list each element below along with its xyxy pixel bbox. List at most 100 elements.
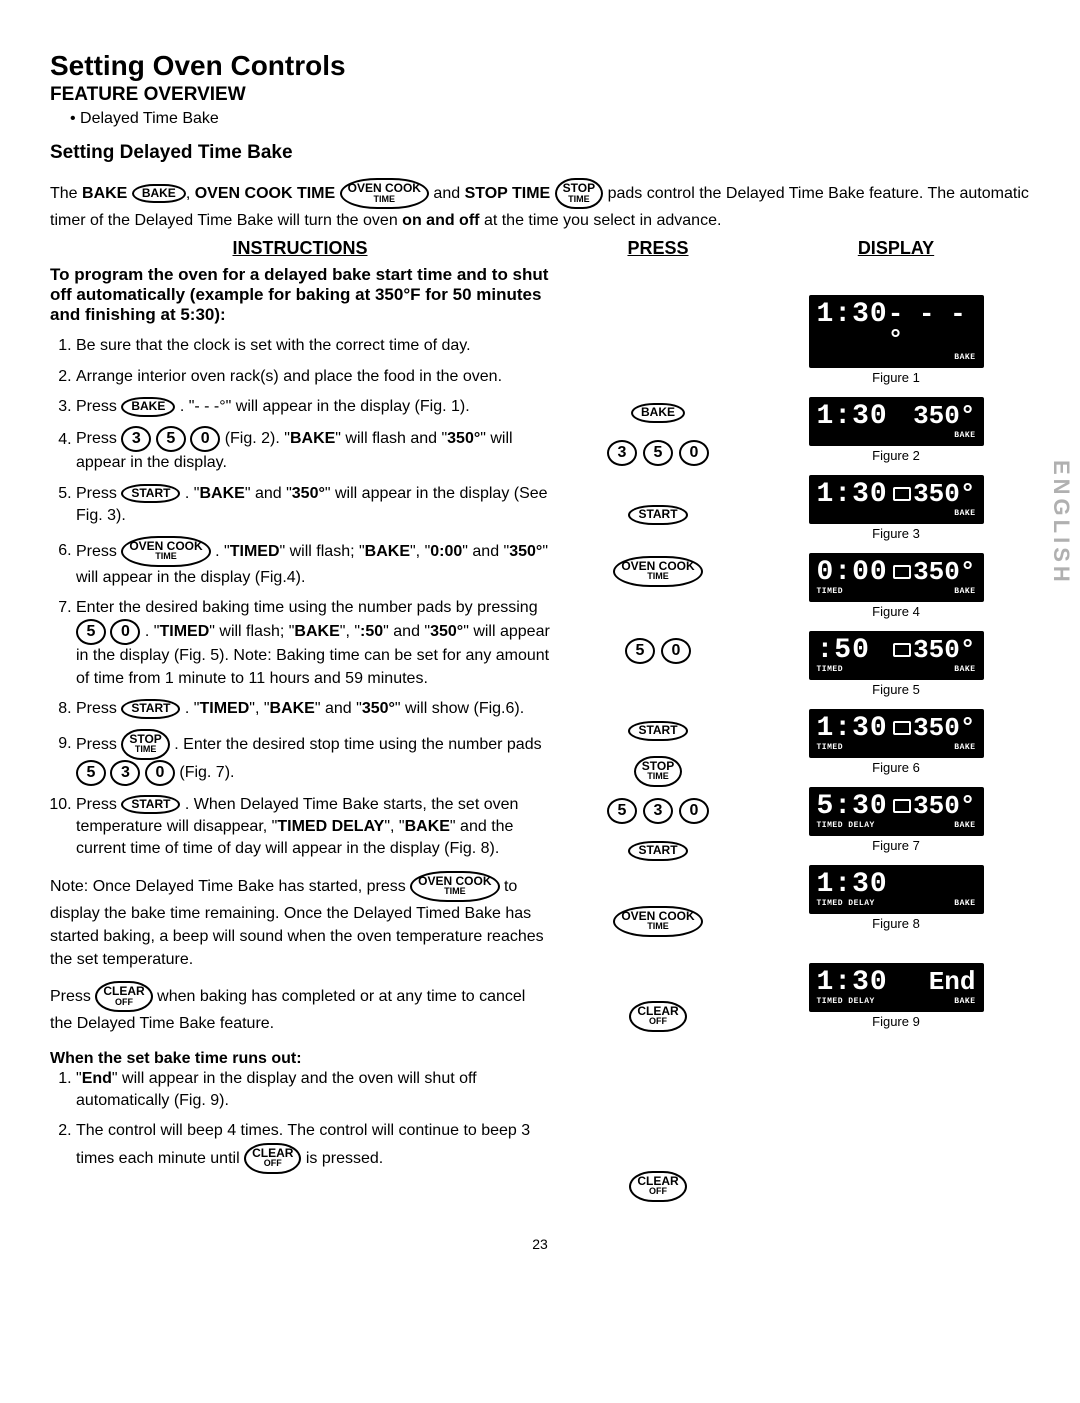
t: Press <box>76 700 121 717</box>
press-header: PRESS <box>627 238 688 259</box>
figure-7-label: Figure 7 <box>872 838 920 853</box>
t: , <box>186 185 195 202</box>
t: Press <box>50 988 95 1005</box>
t: " will flash; " <box>209 624 294 641</box>
t: " will flash; " <box>280 542 365 559</box>
t: 0:00 <box>430 542 462 559</box>
stop-time-pad-icon: STOPTIME <box>121 729 169 760</box>
t: 350° <box>913 791 975 821</box>
press-clear: CLEAROFF <box>629 996 686 1036</box>
t: 350° <box>913 635 975 665</box>
oven-cook-time-pad-icon: OVEN COOKTIME <box>613 906 702 937</box>
figure-1-label: Figure 1 <box>872 370 920 385</box>
step-7: Enter the desired baking time using the … <box>76 597 550 690</box>
t: ", " <box>384 818 404 835</box>
oven-cook-time-pad-icon: OVEN COOKTIME <box>121 536 210 567</box>
bake-pad-icon: BAKE <box>631 403 685 423</box>
press-start: START <box>628 495 687 535</box>
press-clear-2: CLEAROFF <box>629 1166 686 1206</box>
step-9: Press STOPTIME . Enter the desired stop … <box>76 729 550 786</box>
instructions-column: INSTRUCTIONS To program the oven for a d… <box>50 238 550 1182</box>
press-start-3: START <box>628 831 687 871</box>
side-english-label: ENGLISH <box>1048 460 1074 586</box>
t: BAKE <box>954 899 975 908</box>
t: TIME <box>621 922 694 931</box>
t: Press <box>76 735 121 752</box>
t: BAKE <box>954 743 975 752</box>
figure-9-label: Figure 9 <box>872 1014 920 1029</box>
t: 0:00 <box>817 559 888 587</box>
t: " and " <box>315 700 362 717</box>
step-2: Arrange interior oven rack(s) and place … <box>76 366 550 388</box>
display-figure-2: 1:30350° BAKE <box>809 397 984 446</box>
t: BAKE <box>954 431 975 440</box>
t: BAKE <box>954 587 975 596</box>
oven-cook-time-pad-icon: OVEN COOKTIME <box>410 871 499 902</box>
t: . "- - -°" will appear in the display (F… <box>180 398 470 415</box>
step-6: Press OVEN COOKTIME . "TIMED" will flash… <box>76 536 550 589</box>
num-3-icon: 3 <box>110 760 140 786</box>
t: The control will beep 4 times. The contr… <box>76 1122 530 1166</box>
display-figure-9: 1:30End TIMED DELAYBAKE <box>809 963 984 1012</box>
press-column: PRESS BAKE 3 5 0 START OVEN COOKTIME 5 0… <box>568 238 748 1206</box>
press-start-2: START <box>628 711 687 751</box>
start-pad-icon: START <box>121 484 180 504</box>
num-5-icon: 5 <box>156 426 186 452</box>
step-8: Press START . "TIMED", "BAKE" and "350°"… <box>76 698 550 720</box>
instructions-header: INSTRUCTIONS <box>50 238 550 259</box>
t: TIMED <box>817 665 844 674</box>
figure-6-label: Figure 6 <box>872 760 920 775</box>
t: Press <box>76 398 121 415</box>
setting-delayed-heading: Setting Delayed Time Bake <box>50 142 1030 164</box>
start-pad-icon: START <box>121 795 180 815</box>
instructions-intro: To program the oven for a delayed bake s… <box>50 265 550 325</box>
t: 1:30 <box>817 715 888 743</box>
num-5-icon: 5 <box>607 798 637 824</box>
figure-2-label: Figure 2 <box>872 448 920 463</box>
display-figure-3: 1:30350° BAKE <box>809 475 984 524</box>
t: The <box>50 185 82 202</box>
step-4: Press 3 5 0 (Fig. 2). "BAKE" will flash … <box>76 426 550 474</box>
step-10: Press START . When Delayed Time Bake sta… <box>76 794 550 861</box>
t: BAKE <box>954 353 975 362</box>
t: Note: Once Delayed Time Bake has started… <box>50 878 410 895</box>
t: 1:30 <box>817 871 888 899</box>
t: . " <box>215 542 230 559</box>
bake-pad-icon: BAKE <box>121 397 175 417</box>
t: TIME <box>418 887 491 896</box>
step-5: Press START . "BAKE" and "350°" will app… <box>76 483 550 528</box>
num-0-icon: 0 <box>190 426 220 452</box>
clear-off-pad-icon: CLEAROFF <box>629 1001 686 1032</box>
t: BAKE <box>290 431 335 448</box>
steps-list: Be sure that the clock is set with the c… <box>50 335 550 861</box>
display-figure-7: 5:30350° TIMED DELAYBAKE <box>809 787 984 836</box>
num-3-icon: 3 <box>643 798 673 824</box>
t: BAKE <box>294 624 339 641</box>
t: TIME <box>348 195 421 204</box>
figure-4-label: Figure 4 <box>872 604 920 619</box>
start-pad-icon: START <box>628 721 687 741</box>
clear-off-pad-icon: CLEAROFF <box>244 1143 301 1174</box>
t: " will appear in the display and the ove… <box>76 1070 477 1109</box>
t: TIMED DELAY <box>817 821 875 830</box>
t: ", " <box>249 700 269 717</box>
display-figure-1: 1:30- - -° BAKE <box>809 295 984 368</box>
stop-time-pad-icon: STOPTIME <box>555 178 603 209</box>
num-3-icon: 3 <box>607 440 637 466</box>
t: TIMED <box>199 700 249 717</box>
t: 1:30 <box>817 481 888 509</box>
t: 350° <box>292 485 325 502</box>
t: on and off <box>402 212 479 229</box>
t: - - -° <box>888 301 976 353</box>
press-350: 3 5 0 <box>607 433 709 473</box>
display-figure-8: 1:30 TIMED DELAYBAKE <box>809 865 984 914</box>
t: OFF <box>252 1159 293 1168</box>
t: 350° <box>913 403 975 429</box>
display-figure-6: 1:30350° TIMEDBAKE <box>809 709 984 758</box>
t: . " <box>185 700 200 717</box>
t: TIME <box>642 772 674 781</box>
t: " will show (Fig.6). <box>395 700 524 717</box>
t: 350° <box>362 700 395 717</box>
press-oct-2: OVEN COOKTIME <box>613 901 702 941</box>
t: " and " <box>383 624 430 641</box>
